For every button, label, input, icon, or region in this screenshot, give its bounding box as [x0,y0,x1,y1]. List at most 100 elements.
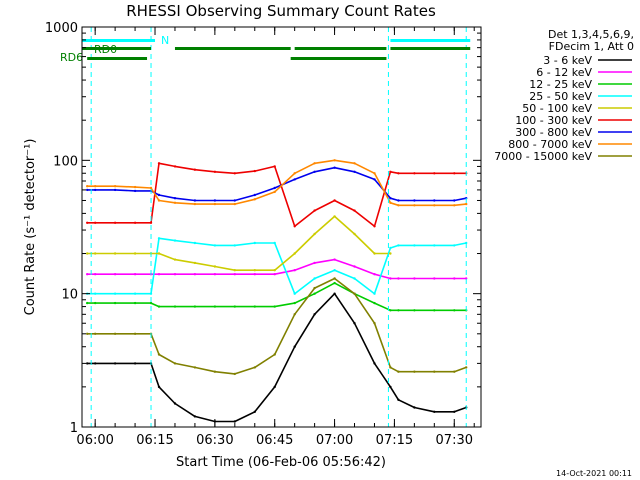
data-point-2-6 [173,305,177,308]
data-point-1-13 [313,261,316,265]
data-point-1-1 [94,273,97,276]
data-point-5-9 [233,172,236,175]
data-point-5-4 [149,221,153,224]
data-point-6-11 [273,186,276,190]
data-point-8-6 [173,362,177,365]
data-point-3-8 [213,244,217,247]
data-point-8-16 [373,322,376,325]
data-point-6-7 [193,199,197,202]
data-point-0-3 [133,362,137,365]
data-point-1-0 [86,273,89,276]
data-point-5-20 [433,172,436,175]
data-point-6-21 [453,199,456,202]
data-point-1-7 [193,273,197,276]
data-point-2-14 [333,281,336,285]
n-bar-1 [390,39,471,42]
data-point-3-3 [133,292,137,295]
data-point-1-9 [233,273,236,276]
data-point-8-17 [389,366,392,369]
rd0-bar-0 [82,47,152,50]
data-point-3-19 [413,244,416,247]
data-point-3-17 [389,246,392,250]
data-point-0-7 [193,415,197,418]
n-label: N [161,34,169,47]
data-point-3-20 [433,244,436,247]
x-tick-label-4: 07:00 [316,433,353,448]
series-line-0 [87,292,467,423]
data-point-1-2 [113,273,117,276]
data-point-3-10 [253,241,256,245]
data-point-2-0 [86,301,89,305]
data-point-1-11 [273,273,276,276]
legend-label-1: 6 - 12 keV [536,66,592,79]
data-point-2-21 [453,309,456,312]
data-point-6-5 [157,193,161,197]
data-point-2-2 [113,301,117,305]
data-point-2-9 [233,305,236,308]
data-point-6-13 [313,170,316,173]
data-point-3-12 [293,292,296,295]
data-point-8-14 [333,277,336,280]
data-point-5-17 [389,170,392,173]
data-point-8-15 [353,292,356,295]
data-point-0-14 [333,292,336,295]
legend-label-7: 800 - 7000 keV [508,138,592,151]
data-point-7-0 [86,185,89,188]
rd6-bar-1 [290,57,387,60]
data-point-6-0 [86,188,89,192]
data-point-0-1 [94,362,97,365]
rd0-bar-3 [390,47,471,50]
y-tick-label-1: 10 [61,288,78,303]
legend-label-3: 25 - 50 keV [529,90,592,103]
data-point-6-17 [389,197,392,200]
legend-label-5: 100 - 300 keV [515,114,592,127]
x-tick-label-5: 07:15 [376,433,413,448]
y-tick-label-2: 100 [53,154,78,169]
data-point-4-15 [353,232,356,236]
data-point-5-21 [453,172,456,175]
series-line-3 [87,237,467,295]
data-point-7-21 [453,204,456,207]
data-point-2-16 [373,301,376,305]
rd0-bar-1 [174,47,291,50]
data-point-6-15 [353,170,356,173]
data-point-6-6 [173,197,177,200]
data-point-7-6 [173,201,177,204]
rd0-label: RD0 [94,43,117,56]
data-point-1-20 [433,277,436,280]
data-point-8-22 [465,366,468,369]
n-bar-0 [82,39,156,42]
x-tick-label-3: 06:45 [256,433,293,448]
data-point-2-1 [94,301,97,305]
data-point-0-19 [413,406,416,409]
data-point-1-15 [353,265,356,268]
data-point-7-4 [149,186,153,190]
data-point-3-16 [373,292,376,295]
data-point-0-10 [253,410,256,413]
data-point-4-16 [373,252,376,255]
data-point-4-17 [389,252,392,255]
data-point-3-2 [113,292,117,295]
data-point-4-6 [173,258,177,261]
data-point-5-6 [173,165,177,168]
legend-header-line-2: FDecim 1, Att 0 [549,40,634,53]
data-point-0-9 [233,420,236,423]
data-point-1-21 [453,277,456,280]
y-axis-label: Count Rate (s⁻¹ detector⁻¹) [23,139,38,316]
data-point-7-22 [465,202,468,206]
legend-header-line-1: Det 1,3,4,5,6,9, [548,28,634,41]
data-point-5-14 [333,199,336,202]
data-point-5-5 [157,162,161,165]
data-point-2-11 [273,305,276,308]
data-point-7-7 [193,202,197,206]
data-point-8-9 [233,372,236,376]
data-point-4-9 [233,269,236,272]
data-point-2-5 [157,305,161,308]
data-point-1-10 [253,273,256,276]
data-point-8-18 [397,370,400,373]
data-point-2-12 [293,301,296,305]
data-point-2-17 [389,309,392,312]
data-point-4-14 [333,215,336,218]
data-point-1-16 [373,273,376,276]
